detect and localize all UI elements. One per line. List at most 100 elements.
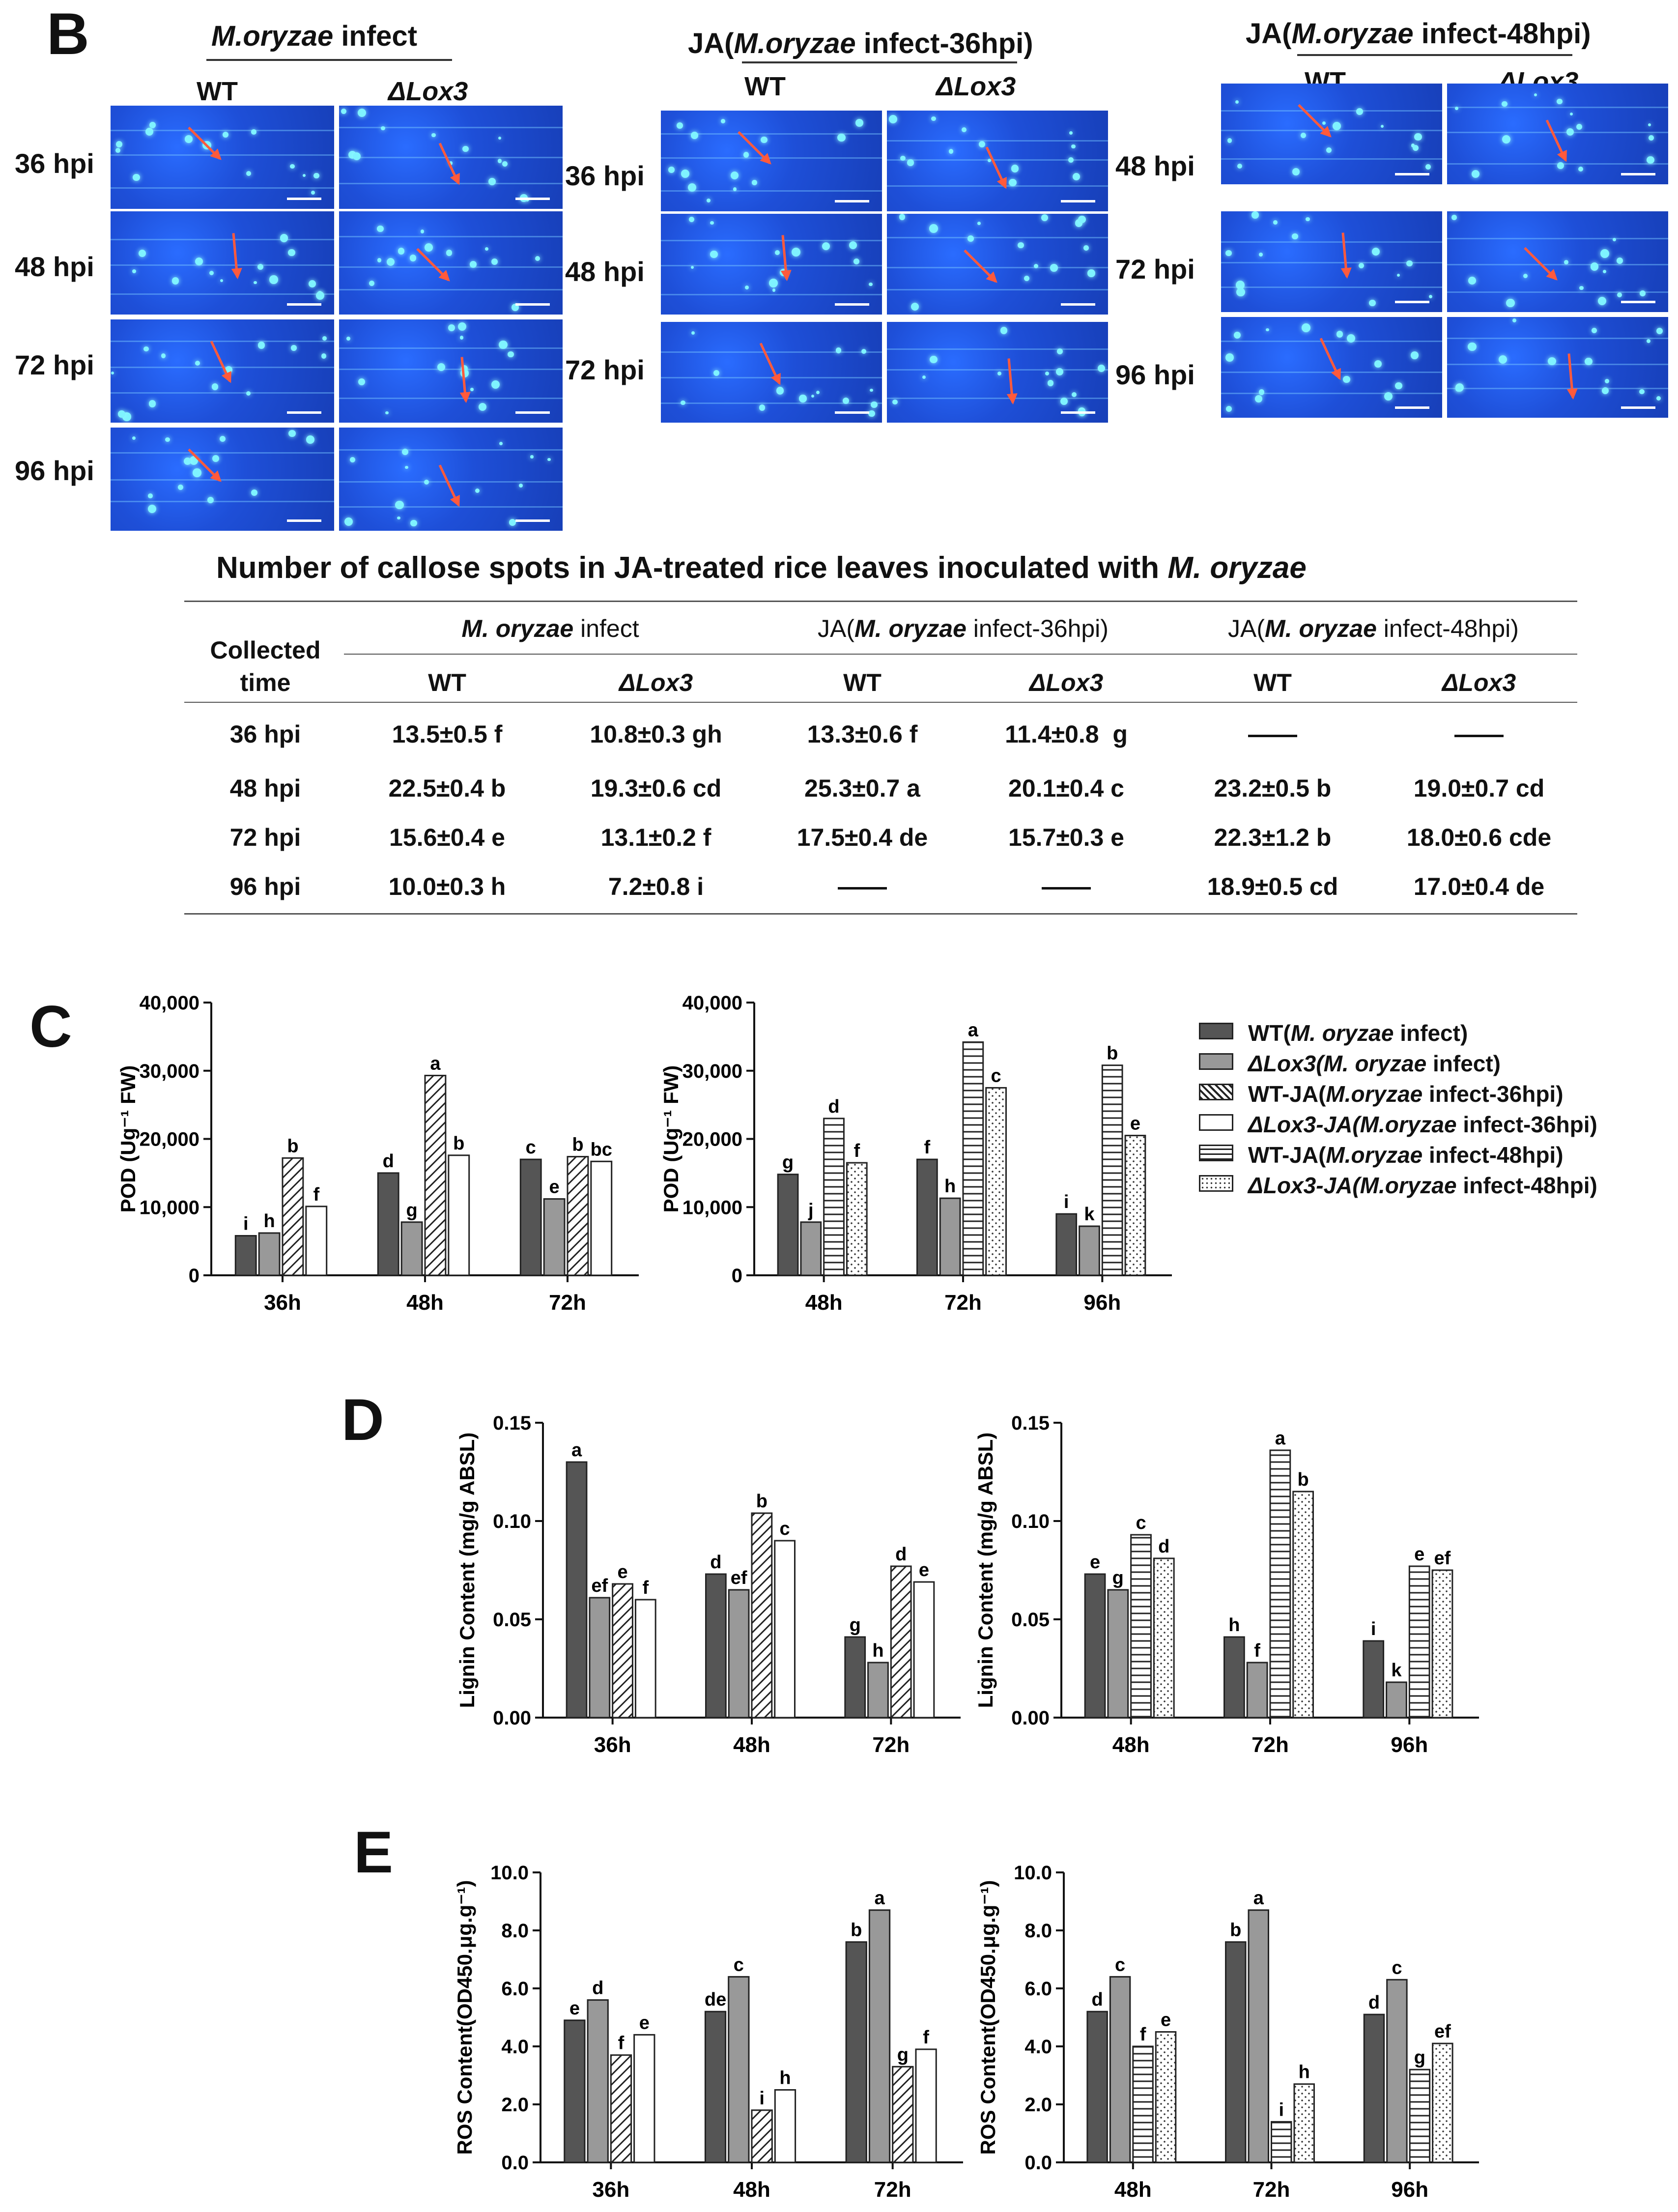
bar	[564, 2019, 586, 2163]
significance-label: f	[853, 1141, 860, 1161]
significance-label: e	[1161, 2010, 1171, 2031]
group-1-underline	[206, 59, 452, 61]
y-tick-label: 0.0	[1024, 2152, 1052, 2174]
x-tick-label: 72h	[872, 1733, 910, 1757]
significance-label: a	[571, 1440, 582, 1461]
table-sub-header: WT	[428, 669, 466, 696]
bar	[1132, 2045, 1154, 2163]
significance-label: b	[287, 1136, 298, 1156]
bar	[1225, 1941, 1247, 2163]
table-cell: ——	[1042, 873, 1091, 900]
y-axis-label: ROS Content(OD450.μg.g⁻¹)	[453, 1880, 476, 2155]
table-cell: 20.1±0.4 c	[1008, 775, 1124, 802]
y-tick-label: 0.10	[1011, 1511, 1050, 1532]
bar	[1246, 1662, 1268, 1719]
table-cell: 10.0±0.3 h	[388, 873, 506, 900]
significance-label: e	[549, 1177, 560, 1198]
significance-label: d	[383, 1151, 394, 1172]
micrograph-image	[1221, 84, 1442, 184]
table-sub-header: ΔLox3	[1029, 669, 1104, 696]
panel-letter-d: D	[341, 1387, 384, 1453]
y-axis-label: Lignin Content (mg/g ABSL)	[974, 1433, 997, 1708]
bar	[1109, 1976, 1131, 2163]
significance-label: d	[828, 1096, 839, 1117]
group-2-underline	[742, 61, 1017, 63]
bar	[823, 1118, 845, 1276]
table-row-time: 48 hpi	[229, 775, 301, 802]
significance-label: b	[756, 1491, 768, 1512]
table-group-header: JA(M. oryzae infect-36hpi)	[818, 615, 1109, 642]
y-tick-label: 0.0	[501, 2152, 529, 2174]
y-tick-label: 10.0	[490, 1862, 529, 1884]
significance-label: e	[617, 1562, 627, 1582]
x-tick-label: 48h	[733, 1733, 770, 1757]
micrograph-image	[887, 111, 1108, 211]
scale-bar	[1061, 303, 1095, 306]
y-tick-label: 8.0	[501, 1920, 529, 1942]
bar	[400, 1221, 423, 1276]
significance-label: de	[705, 1989, 726, 2010]
scale-bar	[515, 198, 550, 200]
table-header-rule	[184, 702, 1577, 703]
significance-label: h	[263, 1211, 275, 1232]
x-tick-label: 96h	[1391, 1733, 1428, 1757]
significance-label: g	[782, 1152, 794, 1173]
y-tick-label: 10,000	[683, 1197, 742, 1218]
table-cell: 7.2±0.8 i	[608, 873, 704, 900]
bar	[728, 1976, 750, 2163]
bar	[844, 1636, 866, 1719]
micrograph-image	[887, 214, 1108, 315]
y-axis-label: Lignin Content (mg/g ABSL)	[455, 1433, 479, 1708]
significance-label: a	[874, 1888, 885, 1909]
micrograph-image	[339, 211, 563, 315]
table-cell: ——	[1248, 720, 1297, 748]
significance-label: e	[639, 2012, 650, 2033]
bar	[845, 1941, 867, 2163]
y-tick-label: 10,000	[140, 1197, 199, 1218]
micrograph-image	[111, 319, 334, 423]
significance-label: b	[1298, 1469, 1309, 1490]
significance-label: b	[1230, 1920, 1241, 1941]
table-cell: 15.6±0.4 e	[389, 824, 505, 851]
table-bottom-rule	[184, 913, 1577, 915]
bar	[634, 1599, 656, 1719]
group-3-row-label: 72 hpi	[1115, 254, 1195, 285]
significance-label: b	[1107, 1043, 1118, 1064]
bar	[1271, 2121, 1292, 2163]
table-cell: 13.3±0.6 f	[807, 720, 918, 748]
bar	[543, 1198, 566, 1276]
y-tick-label: 4.0	[501, 2036, 529, 2058]
significance-label: ef	[731, 1568, 747, 1588]
significance-label: g	[1414, 2047, 1425, 2068]
bar	[1431, 1569, 1453, 1719]
table-row-time: 72 hpi	[229, 824, 301, 851]
bar	[589, 1597, 611, 1719]
table-group-header: JA(M. oryzae infect-48hpi)	[1228, 615, 1519, 642]
significance-label: h	[944, 1176, 956, 1197]
group-3-underline	[1297, 54, 1572, 56]
x-tick-label: 48h	[1112, 1733, 1150, 1757]
table-cell: 13.5±0.5 f	[392, 720, 503, 748]
scale-bar	[287, 198, 321, 200]
significance-label: i	[1371, 1619, 1376, 1639]
legend-swatch	[1199, 1053, 1233, 1070]
bar	[1107, 1589, 1129, 1719]
legend-swatch	[1199, 1023, 1233, 1039]
significance-label: c	[734, 1954, 744, 1975]
group-2-row-label: 72 hpi	[565, 354, 645, 385]
bar	[448, 1154, 470, 1276]
group-1-title: M.oryzae infect	[211, 20, 418, 52]
bar	[1293, 2083, 1315, 2163]
bar	[1153, 1557, 1175, 1719]
micrograph-image	[661, 214, 882, 315]
bar	[939, 1197, 961, 1276]
significance-label: bc	[591, 1139, 612, 1160]
table-row-time: 96 hpi	[229, 873, 301, 900]
bar	[962, 1041, 984, 1276]
micrograph-image	[339, 428, 563, 531]
significance-label: d	[710, 1552, 721, 1573]
bar	[868, 1909, 891, 2163]
significance-label: c	[526, 1137, 536, 1158]
bar	[234, 1235, 257, 1276]
